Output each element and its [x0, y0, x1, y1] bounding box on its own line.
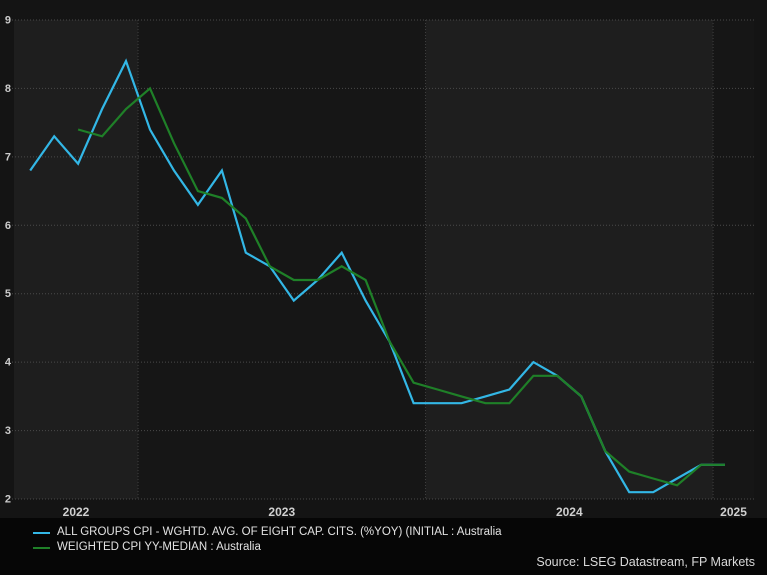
legend-item-all-groups-cpi: ALL GROUPS CPI - WGHTD. AVG. OF EIGHT CA… [0, 518, 767, 540]
series-line-weighted-median [77, 86, 725, 487]
legend: ALL GROUPS CPI - WGHTD. AVG. OF EIGHT CA… [0, 518, 767, 575]
x-year-label-2022: 2022 [63, 505, 90, 518]
legend-label-all-groups-cpi: ALL GROUPS CPI - WGHTD. AVG. OF EIGHT CA… [57, 526, 502, 538]
legend-label-weighted-median: WEIGHTED CPI YY-MEDIAN : Australia [57, 541, 261, 553]
x-year-label-2023: 2023 [268, 505, 295, 518]
y-tick-label-3: 3 [5, 425, 11, 437]
legend-item-weighted-median: WEIGHTED CPI YY-MEDIAN : Australia [0, 540, 767, 555]
legend-swatch-weighted-median [33, 546, 50, 549]
year-band-2024 [425, 20, 714, 499]
y-tick-label-2: 2 [5, 494, 11, 506]
source-note: Source: LSEG Datastream, FP Markets [536, 555, 755, 569]
year-band-2023 [138, 20, 426, 499]
year-band-2025 [713, 20, 754, 499]
y-tick-label-4: 4 [5, 357, 12, 369]
plot-area: 9 8 7 6 5 4 3 2 2022 2023 2024 2025 [5, 15, 754, 518]
y-tick-label-8: 8 [5, 83, 11, 95]
x-year-label-2025: 2025 [720, 505, 747, 518]
y-tick-label-7: 7 [5, 151, 11, 163]
y-tick-label-5: 5 [5, 288, 11, 300]
y-tick-label-9: 9 [5, 15, 11, 27]
legend-swatch-all-groups-cpi [33, 531, 50, 534]
series-line-all-groups-cpi [29, 58, 725, 494]
y-tick-label-6: 6 [5, 220, 11, 232]
year-band-2022 [14, 20, 139, 499]
x-year-label-2024: 2024 [556, 505, 583, 518]
